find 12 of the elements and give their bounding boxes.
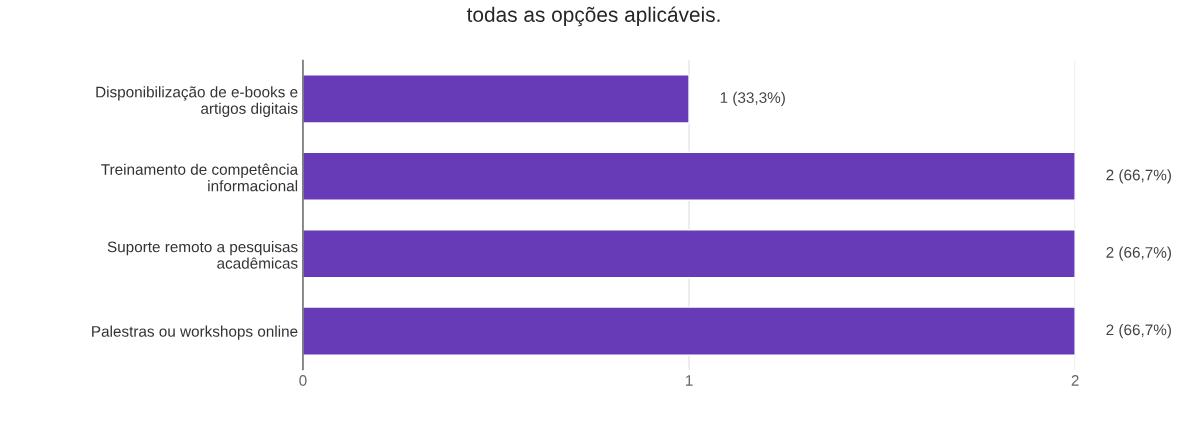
x-tick-label: 1: [685, 375, 693, 386]
y-tick-label: Treinamento de competência informacional: [101, 163, 299, 192]
data-label: 1 (33,3%): [720, 91, 785, 107]
data-label: 2 (66,7%): [1106, 323, 1171, 339]
y-tick-label: Disponibilização de e-books e artigos digitais: [96, 86, 298, 117]
chart-title: todas as opções aplicáveis.: [466, 6, 720, 27]
y-tick-label: Palestras ou workshops online: [92, 325, 298, 340]
data-label: 2 (66,7%): [1106, 169, 1171, 184]
y-tick-label: Suporte remoto a pesquisas acadêmicas: [107, 241, 298, 269]
x-tick-label: 0: [299, 375, 307, 386]
data-label: 2 (66,7%): [1106, 246, 1171, 261]
x-tick-label: 2: [1071, 375, 1079, 386]
